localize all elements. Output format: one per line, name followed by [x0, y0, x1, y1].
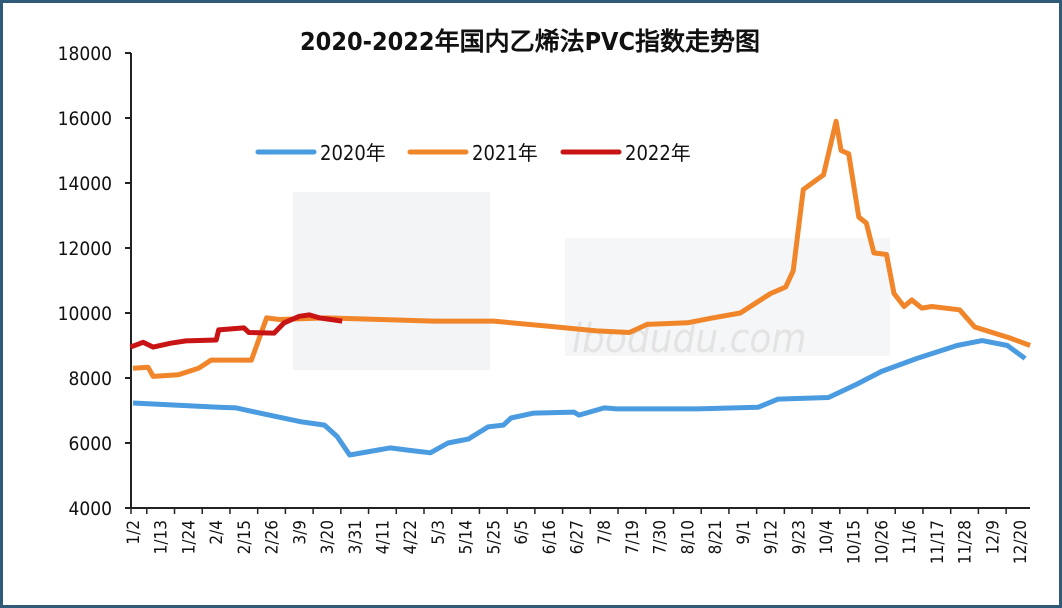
x-tick-label: 8/21 [706, 520, 726, 554]
x-tick-label: 5/14 [457, 520, 477, 554]
x-axis: 1/2 1/13 1/24 2/4 2/15 2/26 3/9 3/20 3/31 4/11 4/2… [124, 507, 1031, 564]
y-tick-label: 6000 [69, 433, 113, 455]
x-tick-label: 10/4 [817, 520, 837, 554]
x-tick-label: 9/23 [789, 520, 809, 554]
x-tick-label: 4/22 [401, 520, 421, 554]
x-tick-label: 3/31 [346, 520, 366, 554]
y-tick-label: 18000 [58, 43, 112, 65]
x-tick-label: 7/30 [651, 520, 671, 554]
y-axis: 4000 6000 8000 10000 12000 14000 16000 18000 [58, 43, 132, 520]
y-tick-label: 16000 [58, 108, 112, 130]
series-lines [129, 118, 1031, 458]
x-tick-label: 5/25 [484, 520, 504, 554]
x-tick-label: 1/24 [179, 520, 199, 554]
x-tick-label: 10/26 [872, 520, 892, 564]
watermark-logo-box [293, 192, 490, 370]
y-tick-label: 8000 [69, 368, 113, 390]
x-tick-label: 8/10 [678, 520, 698, 554]
x-tick-label: 6/16 [540, 520, 560, 554]
series-line-2020 [132, 338, 1027, 458]
x-tick-label: 11/17 [928, 520, 948, 564]
x-tick-label: 5/3 [429, 520, 449, 545]
series-line-2022 [129, 312, 343, 350]
y-tick-label: 4000 [69, 498, 113, 520]
x-tick-label: 11/6 [900, 520, 920, 554]
x-tick-label: 2/26 [263, 520, 283, 554]
watermark: ibodudu.com [293, 192, 890, 370]
x-tick-label: 9/1 [734, 520, 754, 545]
x-tick-label: 6/27 [568, 520, 588, 554]
x-tick-label: 1/13 [152, 520, 172, 554]
x-tick-label: 12/9 [983, 520, 1003, 554]
y-tick-label: 12000 [58, 238, 112, 260]
legend-label: 2020年 [320, 141, 386, 165]
x-tick-label: 3/9 [290, 520, 310, 545]
legend-label: 2022年 [625, 141, 691, 165]
x-tick-label: 12/20 [1011, 520, 1031, 564]
x-tick-label: 11/28 [956, 520, 976, 564]
chart-title: 2020-2022年国内乙烯法PVC指数走势图 [300, 27, 760, 56]
x-tick-label: 10/15 [845, 520, 865, 564]
x-tick-label: 4/11 [373, 520, 393, 554]
legend: 2020年 2021年 2022年 [255, 141, 691, 165]
x-tick-label: 7/19 [623, 520, 643, 554]
x-tick-label: 9/12 [762, 520, 782, 554]
legend-label: 2021年 [472, 141, 538, 165]
y-tick-label: 10000 [58, 303, 112, 325]
x-tick-label: 1/2 [124, 520, 144, 545]
x-tick-label: 3/20 [318, 520, 338, 554]
watermark-text-box [565, 238, 890, 356]
x-tick-label: 7/8 [595, 520, 615, 545]
y-tick-label: 14000 [58, 173, 112, 195]
x-tick-label: 2/15 [235, 520, 255, 554]
x-tick-label: 2/4 [207, 520, 227, 545]
series-line-2021 [132, 118, 1031, 379]
x-tick-label: 6/5 [512, 520, 532, 545]
